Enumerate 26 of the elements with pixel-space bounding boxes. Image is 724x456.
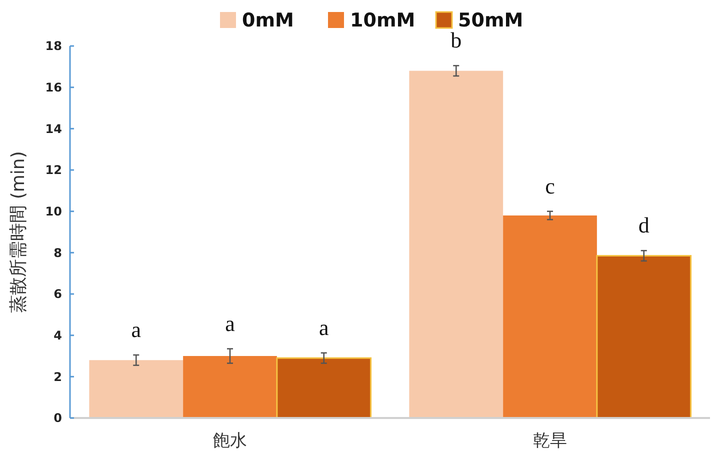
bar — [183, 356, 277, 418]
y-tick-label: 8 — [54, 246, 62, 260]
bar — [89, 360, 184, 418]
y-tick-label: 0 — [54, 411, 62, 426]
x-tick-label: 乾旱 — [533, 431, 567, 451]
bar — [503, 215, 597, 418]
y-tick-label: 2 — [54, 370, 62, 384]
annotation: d — [638, 212, 650, 238]
y-tick-label: 4 — [54, 328, 62, 343]
annotation: a — [318, 314, 329, 340]
legend-label: 10mM — [350, 10, 416, 32]
y-tick-label: 14 — [45, 122, 62, 136]
y-tick-label: 6 — [54, 287, 62, 302]
annotation: a — [131, 316, 142, 342]
y-axis-title: 蒸散所需時間 (min) — [8, 151, 29, 313]
bar — [276, 357, 372, 419]
y-tick-label: 16 — [45, 80, 62, 95]
x-tick-label: 飽水 — [213, 431, 247, 451]
annotation: a — [225, 310, 236, 336]
bar — [596, 255, 692, 419]
y-tick-label: 10 — [45, 204, 62, 219]
y-tick-label: 18 — [45, 39, 62, 54]
annotation: c — [545, 173, 556, 198]
y-tick-label: 12 — [45, 163, 62, 178]
bar — [409, 70, 504, 418]
legend-label: 0mM — [242, 10, 294, 32]
